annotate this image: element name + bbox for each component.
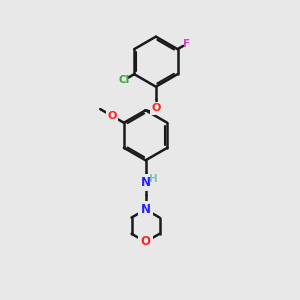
Text: H: H xyxy=(149,174,158,184)
Text: O: O xyxy=(151,103,160,113)
Text: N: N xyxy=(141,176,151,189)
Text: Cl: Cl xyxy=(119,75,130,85)
Text: O: O xyxy=(141,236,151,248)
Text: N: N xyxy=(141,203,151,216)
Text: F: F xyxy=(183,39,190,49)
Text: O: O xyxy=(108,111,117,121)
